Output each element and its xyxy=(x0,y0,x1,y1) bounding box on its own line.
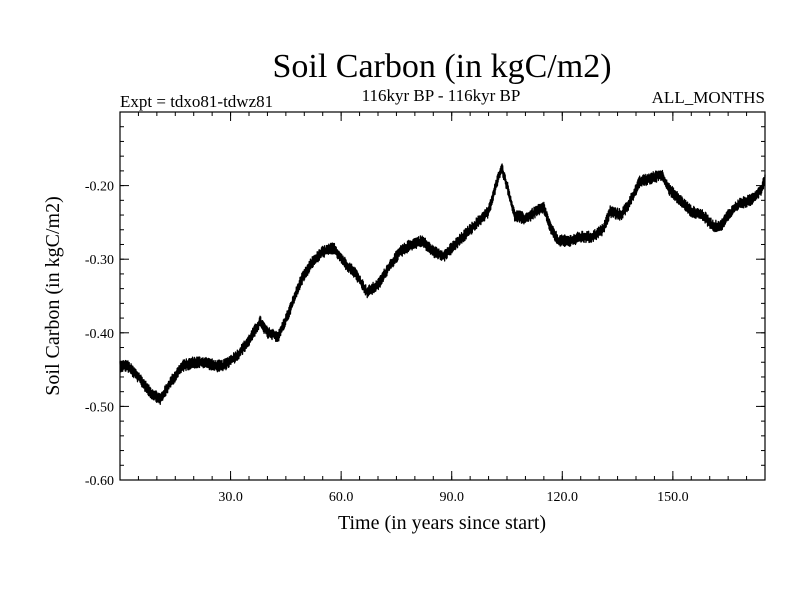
x-tick-label: 120.0 xyxy=(547,490,579,505)
y-tick-label: -0.30 xyxy=(85,253,114,268)
y-tick-labels: -0.60 -0.50 -0.40 -0.30 -0.20 xyxy=(85,180,114,489)
y-tick-label: -0.60 xyxy=(85,474,114,489)
experiment-label: Expt = tdxo81-tdwz81 xyxy=(120,92,273,111)
x-tick-label: 90.0 xyxy=(439,490,464,505)
plot-frame xyxy=(119,111,766,481)
x-tick-labels: 30.0 60.0 90.0 120.0 150.0 xyxy=(218,490,688,505)
y-axis-label: Soil Carbon (in kgC/m2) xyxy=(42,196,64,395)
months-label: ALL_MONTHS xyxy=(652,88,765,107)
x-tick-label: 150.0 xyxy=(657,490,689,505)
y-tick-label: -0.40 xyxy=(85,327,114,342)
x-tick-label: 30.0 xyxy=(218,490,243,505)
series-line-soil-carbon xyxy=(119,163,766,406)
y-tick-label: -0.20 xyxy=(85,180,114,195)
period-label: 116kyr BP - 116kyr BP xyxy=(362,86,521,105)
x-axis-label: Time (in years since start) xyxy=(338,512,546,534)
axis-ticks xyxy=(120,112,765,481)
y-tick-label: -0.50 xyxy=(85,400,114,415)
chart-title: Soil Carbon (in kgC/m2) xyxy=(272,48,611,85)
x-tick-label: 60.0 xyxy=(329,490,354,505)
